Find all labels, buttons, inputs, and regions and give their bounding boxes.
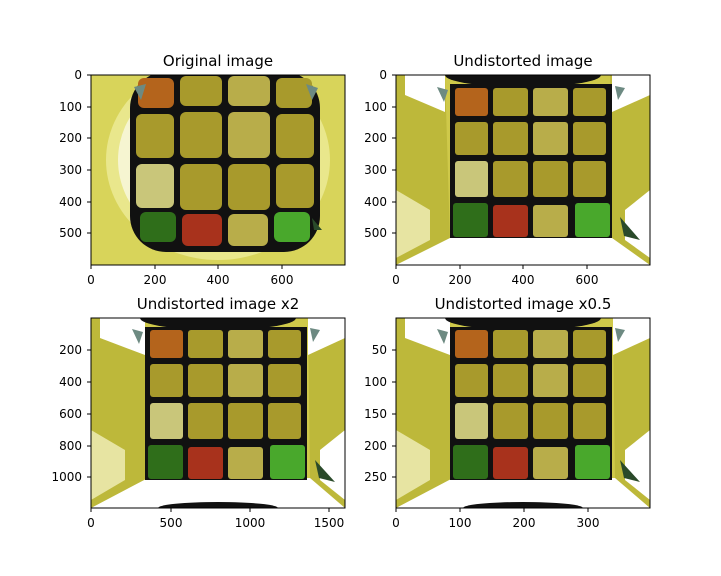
y-tick-label: 200 — [59, 343, 82, 357]
panel-original: Original image — [59, 52, 346, 287]
y-tick-label: 400 — [59, 375, 82, 389]
panel-undistorted-x2: Undistorted image x2 — [51, 295, 346, 530]
y-tick-label: 250 — [364, 470, 387, 484]
image-undistorted-x2 — [91, 318, 345, 508]
y-tick-label: 400 — [59, 195, 82, 209]
x-tick-label: 1500 — [314, 516, 345, 530]
x-ticks: 0 200 400 600 — [392, 265, 598, 287]
image-undistorted — [396, 75, 650, 265]
y-ticks: 0 100 200 300 400 500 — [364, 68, 396, 240]
x-tick-label: 400 — [512, 273, 535, 287]
y-tick-label: 300 — [364, 163, 387, 177]
x-tick-label: 1000 — [235, 516, 266, 530]
y-tick-label: 100 — [364, 100, 387, 114]
y-tick-label: 200 — [364, 439, 387, 453]
x-tick-label: 0 — [87, 516, 95, 530]
y-tick-label: 400 — [364, 195, 387, 209]
x-tick-label: 200 — [449, 273, 472, 287]
y-tick-label: 0 — [74, 68, 82, 82]
x-tick-label: 200 — [513, 516, 536, 530]
y-tick-label: 300 — [59, 163, 82, 177]
y-tick-label: 200 — [59, 131, 82, 145]
panel-undistorted-x0.5: Undistorted image x0.5 — [364, 295, 651, 530]
panel-title: Undistorted image — [453, 52, 592, 70]
y-tick-label: 100 — [364, 375, 387, 389]
y-tick-label: 500 — [59, 226, 82, 240]
y-tick-label: 500 — [364, 226, 387, 240]
x-tick-label: 0 — [87, 273, 95, 287]
y-tick-label: 200 — [364, 131, 387, 145]
x-tick-label: 300 — [577, 516, 600, 530]
y-tick-label: 0 — [379, 68, 387, 82]
x-tick-label: 600 — [576, 273, 599, 287]
y-tick-label: 100 — [59, 100, 82, 114]
x-tick-label: 100 — [449, 516, 472, 530]
x-tick-label: 0 — [392, 273, 400, 287]
y-ticks: 50 100 150 200 250 — [364, 343, 396, 484]
x-ticks: 0 100 200 300 — [392, 508, 599, 530]
y-tick-label: 600 — [59, 407, 82, 421]
y-tick-label: 1000 — [51, 470, 82, 484]
panel-title: Undistorted image x0.5 — [435, 295, 612, 313]
y-ticks: 0 100 200 300 400 500 — [59, 68, 91, 240]
panel-title: Undistorted image x2 — [137, 295, 300, 313]
x-tick-label: 200 — [144, 273, 167, 287]
panel-title: Original image — [163, 52, 273, 70]
image-undistorted-x0.5 — [396, 318, 650, 508]
image-original — [91, 75, 345, 265]
x-tick-label: 500 — [160, 516, 183, 530]
y-tick-label: 150 — [364, 407, 387, 421]
y-tick-label: 800 — [59, 439, 82, 453]
x-ticks: 0 500 1000 1500 — [87, 508, 344, 530]
y-tick-label: 50 — [372, 343, 387, 357]
x-tick-label: 400 — [207, 273, 230, 287]
x-tick-label: 600 — [271, 273, 294, 287]
panel-undistorted: Undistorted image — [364, 52, 651, 287]
x-tick-label: 0 — [392, 516, 400, 530]
x-ticks: 0 200 400 600 — [87, 265, 293, 287]
y-ticks: 200 400 600 800 1000 — [51, 343, 91, 484]
